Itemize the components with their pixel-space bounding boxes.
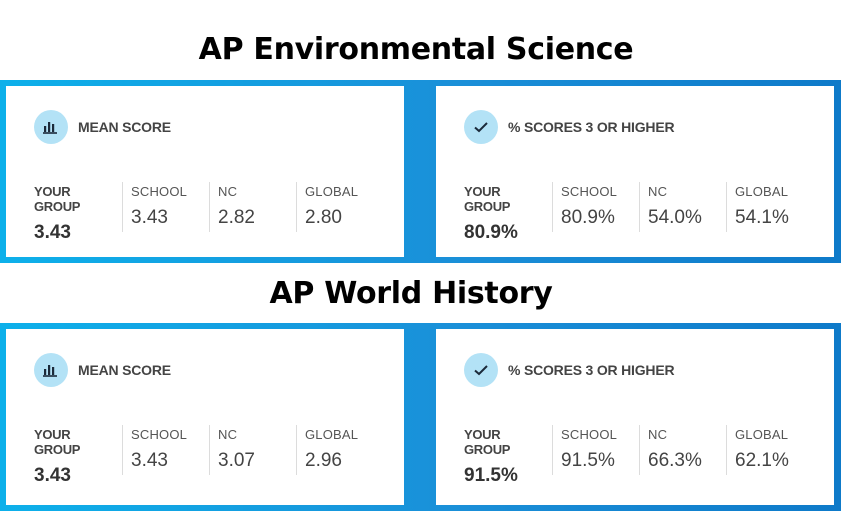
stat-label: SCHOOL (131, 184, 188, 199)
stat-nc: NC 3.07 (218, 425, 297, 475)
stat-global: GLOBAL 2.96 (305, 425, 393, 475)
stat-school: SCHOOL 91.5% (561, 425, 640, 475)
stats-row: YOUR GROUP 80.9% SCHOOL 80.9% NC 54.0% G… (464, 182, 831, 243)
card-header: % SCORES 3 OR HIGHER (464, 110, 675, 144)
stat-value: 91.5% (464, 465, 518, 486)
stat-value: 91.5% (561, 450, 615, 471)
stat-value: 3.43 (131, 450, 168, 471)
stat-global: GLOBAL 62.1% (735, 425, 823, 475)
stat-label: GLOBAL (735, 184, 789, 199)
percent-scores-card: % SCORES 3 OR HIGHER YOUR GROUP 80.9% SC… (436, 86, 834, 257)
stat-your-group: YOUR GROUP 3.43 (34, 182, 123, 243)
bar-chart-icon (34, 110, 68, 144)
card-title: % SCORES 3 OR HIGHER (508, 119, 675, 135)
stat-label: SCHOOL (561, 184, 618, 199)
stat-school: SCHOOL 3.43 (131, 182, 210, 232)
stat-value: 3.43 (34, 222, 71, 243)
stat-value: 3.43 (34, 465, 71, 486)
section-title-world-history: AP World History (269, 276, 553, 311)
stat-label: YOUR GROUP (464, 184, 511, 214)
section-title-environmental-science: AP Environmental Science (198, 32, 634, 67)
stat-label: YOUR GROUP (464, 427, 511, 457)
stat-label: SCHOOL (131, 427, 188, 442)
stat-label: NC (218, 427, 238, 442)
stat-value: 54.1% (735, 207, 789, 228)
stat-label: YOUR GROUP (34, 184, 81, 214)
stat-value: 2.80 (305, 207, 342, 228)
stat-value: 62.1% (735, 450, 789, 471)
stat-label: SCHOOL (561, 427, 618, 442)
environmental-science-panel: MEAN SCORE YOUR GROUP 3.43 SCHOOL 3.43 N… (0, 80, 841, 263)
stat-value: 54.0% (648, 207, 702, 228)
stat-your-group: YOUR GROUP 80.9% (464, 182, 553, 243)
stat-label: NC (648, 184, 668, 199)
stat-label: NC (218, 184, 238, 199)
stat-label: GLOBAL (305, 184, 359, 199)
stat-your-group: YOUR GROUP 91.5% (464, 425, 553, 486)
stat-value: 3.07 (218, 450, 255, 471)
stat-nc: NC 54.0% (648, 182, 727, 232)
card-header: % SCORES 3 OR HIGHER (464, 353, 675, 387)
stat-nc: NC 66.3% (648, 425, 727, 475)
stat-value: 80.9% (561, 207, 615, 228)
stat-global: GLOBAL 54.1% (735, 182, 823, 232)
stat-label: YOUR GROUP (34, 427, 81, 457)
stats-row: YOUR GROUP 3.43 SCHOOL 3.43 NC 2.82 GLOB… (34, 182, 401, 243)
percent-scores-card: % SCORES 3 OR HIGHER YOUR GROUP 91.5% SC… (436, 329, 834, 505)
card-header: MEAN SCORE (34, 110, 171, 144)
stats-row: YOUR GROUP 91.5% SCHOOL 91.5% NC 66.3% G… (464, 425, 831, 486)
stat-label: GLOBAL (735, 427, 789, 442)
world-history-panel: MEAN SCORE YOUR GROUP 3.43 SCHOOL 3.43 N… (0, 323, 841, 511)
stat-value: 66.3% (648, 450, 702, 471)
stat-value: 3.43 (131, 207, 168, 228)
mean-score-card: MEAN SCORE YOUR GROUP 3.43 SCHOOL 3.43 N… (6, 86, 404, 257)
stat-value: 2.96 (305, 450, 342, 471)
checkmark-icon (464, 110, 498, 144)
stat-label: NC (648, 427, 668, 442)
stat-global: GLOBAL 2.80 (305, 182, 393, 232)
stats-row: YOUR GROUP 3.43 SCHOOL 3.43 NC 3.07 GLOB… (34, 425, 401, 486)
mean-score-card: MEAN SCORE YOUR GROUP 3.43 SCHOOL 3.43 N… (6, 329, 404, 505)
card-title: MEAN SCORE (78, 119, 171, 135)
card-title: MEAN SCORE (78, 362, 171, 378)
bar-chart-icon (34, 353, 68, 387)
stat-nc: NC 2.82 (218, 182, 297, 232)
stat-value: 80.9% (464, 222, 518, 243)
stat-school: SCHOOL 80.9% (561, 182, 640, 232)
checkmark-icon (464, 353, 498, 387)
card-title: % SCORES 3 OR HIGHER (508, 362, 675, 378)
stat-label: GLOBAL (305, 427, 359, 442)
stat-school: SCHOOL 3.43 (131, 425, 210, 475)
stat-your-group: YOUR GROUP 3.43 (34, 425, 123, 486)
card-header: MEAN SCORE (34, 353, 171, 387)
stat-value: 2.82 (218, 207, 255, 228)
